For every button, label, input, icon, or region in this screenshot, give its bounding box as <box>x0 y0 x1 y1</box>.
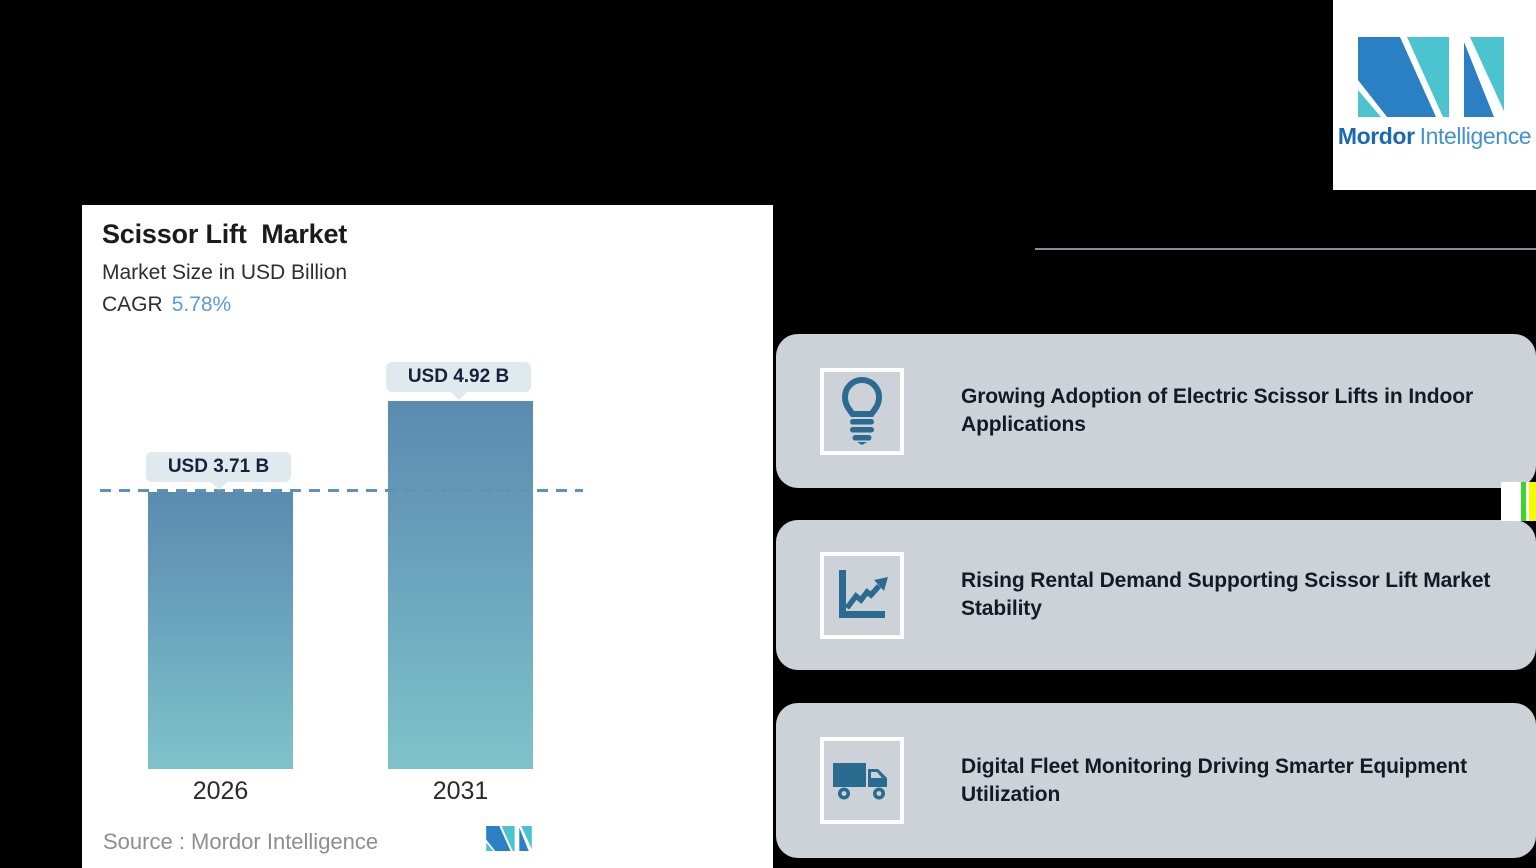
mordor-logo-mini-icon <box>486 826 532 851</box>
brand-name-light: Intelligence <box>1419 123 1532 149</box>
section-header-bar <box>800 246 1536 291</box>
cagr-label: CAGR <box>102 293 163 316</box>
source-attribution: Source : Mordor Intelligence <box>103 829 379 854</box>
chart-subtitle: Market Size in USD Billion <box>102 261 348 284</box>
edge-glitch-green-stripe <box>1521 482 1526 521</box>
brand-name: Mordor Intelligence <box>1333 123 1536 150</box>
value-label-2031: USD 4.92 B <box>386 362 531 392</box>
bar-2026 <box>148 492 293 769</box>
brand-name-bold: Mordor <box>1337 123 1415 149</box>
market-chart-panel: Scissor Lift Market Market Size in USD B… <box>82 205 773 868</box>
value-label-2026: USD 3.71 B <box>146 452 291 482</box>
bar-2031 <box>388 401 533 769</box>
edge-glitch-yellow-stripe <box>1529 482 1536 521</box>
trend-text: Rising Rental Demand Supporting Scissor … <box>961 569 1491 620</box>
growth-chart-icon <box>839 570 888 618</box>
brand-logo-box: Mordor Intelligence <box>1333 0 1536 190</box>
trend-text: Digital Fleet Monitoring Driving Smarter… <box>961 754 1468 806</box>
axis-tick-2026: 2026 <box>192 777 249 805</box>
lightbulb-icon <box>841 377 883 445</box>
trend-text: Growing Adoption of Electric Scissor Lif… <box>961 385 1474 436</box>
axis-tick-2031: 2031 <box>432 777 489 805</box>
truck-icon <box>833 762 887 799</box>
icon-box <box>820 367 904 455</box>
section-header-top-edge <box>1035 248 1536 250</box>
icon-box <box>820 737 904 824</box>
trend-card-fleet-monitoring: Digital Fleet Monitoring Driving Smarter… <box>776 703 1536 858</box>
reference-dashed-line <box>100 489 583 492</box>
mordor-logo-icon <box>1358 37 1504 117</box>
trend-card-electric-lifts: Growing Adoption of Electric Scissor Lif… <box>776 334 1536 488</box>
cagr-value: 5.78% <box>171 293 232 316</box>
cagr-row: CAGR 5.78% <box>102 293 231 317</box>
trend-card-rental-demand: Rising Rental Demand Supporting Scissor … <box>776 520 1536 670</box>
icon-box <box>820 551 904 639</box>
page-title: Scissor Lift Market <box>102 219 348 249</box>
